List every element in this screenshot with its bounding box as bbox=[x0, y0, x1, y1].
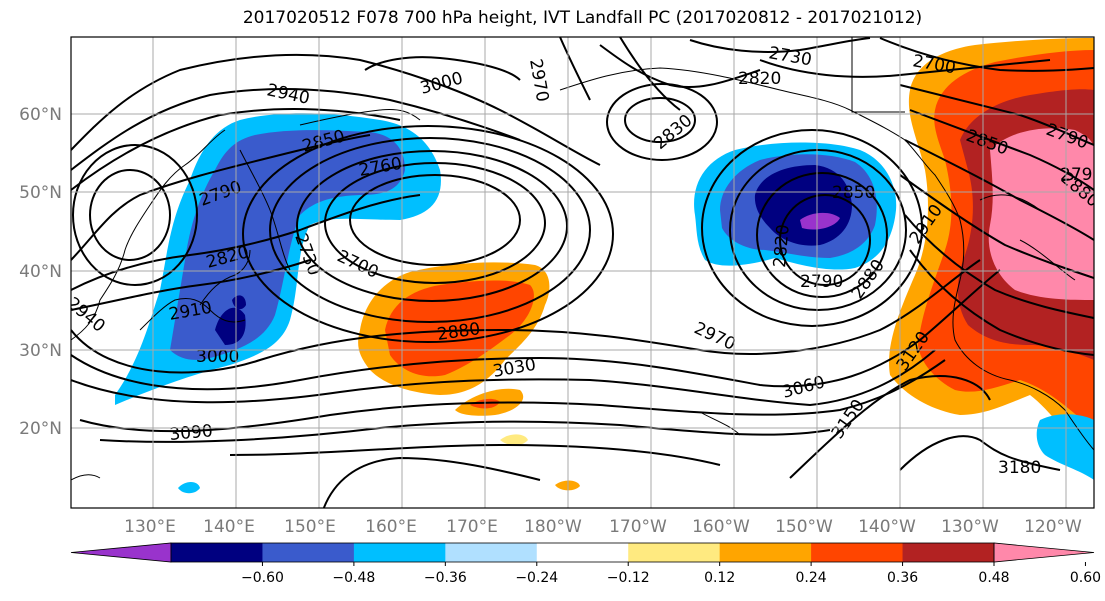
lon-tick-label: 140°E bbox=[203, 517, 255, 537]
lat-tick-label: 30°N bbox=[19, 341, 62, 361]
contour-label: 3000 bbox=[196, 347, 239, 367]
colorbar-swatch bbox=[536, 543, 629, 562]
colorbar-swatch bbox=[353, 543, 446, 562]
lat-tick-label: 40°N bbox=[19, 262, 62, 282]
lon-tick-label: 160°E bbox=[365, 517, 417, 537]
map-title: 2017020512 F078 700 hPa height, IVT Land… bbox=[242, 8, 923, 28]
anomaly-fleck bbox=[178, 482, 200, 494]
latitude-tick-labels: 60°N 50°N 40°N 30°N 20°N bbox=[19, 105, 62, 439]
lon-tick-label: 150°E bbox=[284, 517, 336, 537]
colorbar-swatch bbox=[902, 543, 995, 562]
colorbar-swatch bbox=[628, 543, 721, 562]
positive-anomaly-coast bbox=[889, 38, 1094, 480]
colorbar-tick-label: 0.24 bbox=[796, 570, 827, 586]
colorbar-tick-label: −0.24 bbox=[515, 570, 558, 586]
lat-tick-label: 20°N bbox=[19, 419, 62, 439]
colorbar-tick-label: 0.60 bbox=[1070, 570, 1101, 586]
colorbar-tick-label: 0.36 bbox=[887, 570, 918, 586]
colorbar-tick-label: −0.12 bbox=[607, 570, 650, 586]
contour-label: 3180 bbox=[998, 458, 1041, 478]
contour-label: 2850 bbox=[832, 183, 875, 203]
lon-tick-label: 120°W bbox=[1024, 517, 1082, 537]
colorbar-tick-label: 0.48 bbox=[978, 570, 1009, 586]
lon-tick-label: 170°E bbox=[446, 517, 498, 537]
colorbar-extend-low bbox=[70, 542, 172, 563]
lon-tick-label: 140°W bbox=[858, 517, 916, 537]
lon-tick-label: 180°W bbox=[524, 517, 582, 537]
contour-label: 2790 bbox=[1060, 165, 1103, 185]
contour-label: 2790 bbox=[800, 272, 843, 292]
map-frame bbox=[70, 36, 1095, 509]
colorbar-extend-high bbox=[993, 542, 1095, 563]
colorbar-tick-label: 0.12 bbox=[704, 570, 735, 586]
contour-label: 2820 bbox=[738, 69, 781, 89]
colorbar-border bbox=[170, 542, 995, 563]
colorbar: −0.60 −0.48 −0.36 −0.24 −0.12 0.12 0.24 0.36 0.4… bbox=[70, 542, 1101, 586]
lon-tick-label: 130°E bbox=[124, 517, 176, 537]
lon-tick-label: 160°W bbox=[692, 517, 750, 537]
colorbar-swatch bbox=[445, 543, 538, 562]
colorbar-swatch bbox=[811, 543, 904, 562]
lat-tick-label: 60°N bbox=[19, 105, 62, 125]
colorbar-swatch bbox=[719, 543, 812, 562]
colorbar-tick-label: −0.36 bbox=[424, 570, 467, 586]
contour-label: 3090 bbox=[169, 421, 214, 445]
longitude-tick-labels: 130°E 140°E 150°E 160°E 170°E 180°W 170°… bbox=[124, 517, 1082, 537]
lon-tick-label: 150°W bbox=[775, 517, 833, 537]
lon-tick-label: 130°W bbox=[941, 517, 999, 537]
colorbar-swatch bbox=[262, 543, 355, 562]
contour-label: 2820 bbox=[770, 224, 794, 269]
lon-tick-label: 170°W bbox=[609, 517, 667, 537]
colorbar-tick-label: −0.60 bbox=[241, 570, 284, 586]
lat-tick-label: 50°N bbox=[19, 183, 62, 203]
colorbar-tick-label: −0.48 bbox=[332, 570, 375, 586]
colorbar-swatch bbox=[171, 543, 263, 562]
graticule bbox=[71, 37, 1094, 508]
